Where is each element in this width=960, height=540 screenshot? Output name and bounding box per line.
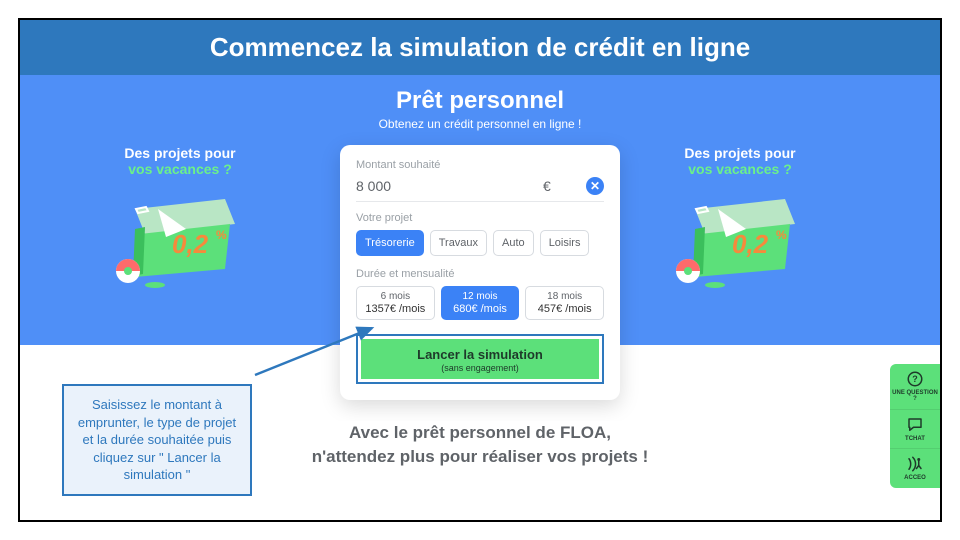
- help-question-label: UNE QUESTION ?: [892, 390, 938, 403]
- help-rail: ? UNE QUESTION ? TCHAT ACCEO: [890, 364, 940, 488]
- suitcase-illustration-left: 0,2 %: [110, 189, 250, 289]
- duration-options: 6 mois 1357€ /mois 12 mois 680€ /mois 18…: [356, 286, 604, 320]
- duration-payment: 457€ /mois: [528, 303, 601, 315]
- launch-simulation-button[interactable]: Lancer la simulation (sans engagement): [361, 339, 599, 379]
- close-icon: ✕: [590, 179, 600, 193]
- launch-main-label: Lancer la simulation: [361, 347, 599, 362]
- project-chips: Trésorerie Travaux Auto Loisirs: [356, 230, 604, 256]
- duration-18[interactable]: 18 mois 457€ /mois: [525, 286, 604, 320]
- duration-months: 18 mois: [528, 291, 601, 302]
- duration-payment: 680€ /mois: [444, 303, 517, 315]
- duration-months: 6 mois: [359, 291, 432, 302]
- suitcase-illustration-right: 0,2 %: [670, 189, 810, 289]
- currency-symbol: €: [543, 178, 586, 194]
- promo-line1: Des projets pour: [80, 145, 280, 161]
- promo-line1: Des projets pour: [640, 145, 840, 161]
- duration-label: Durée et mensualité: [356, 268, 604, 280]
- hero-subtitle: Obtenez un crédit personnel en ligne !: [20, 117, 940, 131]
- help-acceo-label: ACCEO: [904, 475, 926, 482]
- duration-6[interactable]: 6 mois 1357€ /mois: [356, 286, 435, 320]
- svg-text:?: ?: [912, 374, 918, 384]
- page-title: Commencez la simulation de crédit en lig…: [20, 20, 940, 75]
- amount-row: € ✕: [356, 177, 604, 202]
- help-tchat-label: TCHAT: [905, 436, 925, 443]
- amount-input[interactable]: [356, 178, 537, 194]
- svg-text:%: %: [776, 228, 787, 242]
- clear-amount-button[interactable]: ✕: [586, 177, 604, 195]
- promo-right: Des projets pour vos vacances ? 0,2 %: [640, 145, 840, 289]
- project-loisirs[interactable]: Loisirs: [540, 230, 590, 256]
- launch-highlight: Lancer la simulation (sans engagement): [356, 334, 604, 384]
- svg-text:0,2: 0,2: [732, 229, 769, 259]
- promo-left: Des projets pour vos vacances ? 0,2 %: [80, 145, 280, 289]
- help-acceo-button[interactable]: ACCEO: [890, 449, 940, 488]
- amount-label: Montant souhaité: [356, 159, 604, 171]
- project-auto[interactable]: Auto: [493, 230, 534, 256]
- hero-title: Prêt personnel: [20, 75, 940, 115]
- launch-sub-label: (sans engagement): [361, 363, 599, 373]
- duration-12[interactable]: 12 mois 680€ /mois: [441, 286, 520, 320]
- promo-line2: vos vacances ?: [640, 161, 840, 177]
- project-label: Votre projet: [356, 212, 604, 224]
- promo-line2: vos vacances ?: [80, 161, 280, 177]
- duration-months: 12 mois: [444, 291, 517, 302]
- project-tresorerie[interactable]: Trésorerie: [356, 230, 424, 256]
- svg-text:0,2: 0,2: [172, 229, 209, 259]
- simulator-card: Montant souhaité € ✕ Votre projet Trésor…: [340, 145, 620, 400]
- duration-payment: 1357€ /mois: [359, 303, 432, 315]
- hero-section: Prêt personnel Obtenez un crédit personn…: [20, 75, 940, 345]
- accessibility-icon: [906, 455, 924, 473]
- instruction-callout: Saisissez le montant à emprunter, le typ…: [62, 384, 252, 496]
- project-travaux[interactable]: Travaux: [430, 230, 487, 256]
- help-question-button[interactable]: ? UNE QUESTION ?: [890, 364, 940, 410]
- question-icon: ?: [906, 370, 924, 388]
- chat-icon: [906, 416, 924, 434]
- svg-text:%: %: [216, 228, 227, 242]
- help-tchat-button[interactable]: TCHAT: [890, 410, 940, 450]
